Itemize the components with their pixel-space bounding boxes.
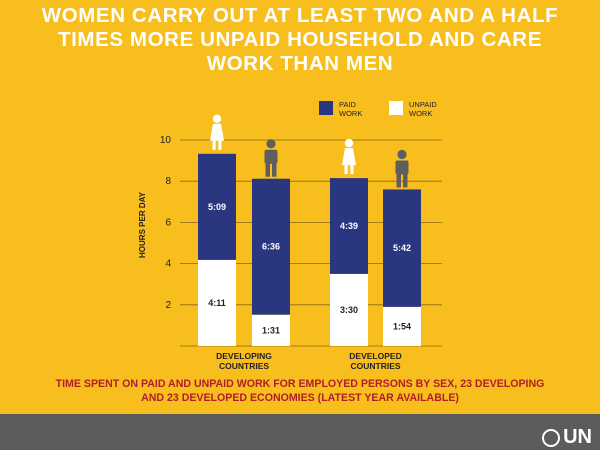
title-line-3: WORK THAN MEN	[206, 52, 394, 75]
footer-bar: UN	[0, 414, 600, 450]
group-label-line-1: DEVELOPING	[216, 351, 272, 361]
data-label-paid: 6:36	[262, 242, 280, 252]
woman-icon	[342, 138, 356, 175]
data-label-unpaid: 1:31	[262, 325, 280, 335]
data-label-paid: 5:09	[208, 202, 226, 212]
bar-segment-paid-women	[330, 178, 368, 274]
bar-segment-paid-women	[198, 153, 236, 260]
y-axis-label: HOURS PER DAY	[138, 191, 147, 258]
bar-segment-unpaid-women	[330, 273, 368, 346]
bar-segment-paid-men	[383, 189, 421, 307]
legend-label-line-2: WORK	[339, 109, 362, 118]
y-tick-label: 4	[165, 259, 171, 270]
legend-swatch-paid	[319, 101, 333, 115]
y-tick-label: 2	[165, 300, 171, 311]
bar-segment-unpaid-men	[252, 314, 290, 346]
man-icon	[264, 139, 278, 177]
woman-icon	[210, 114, 224, 150]
chart-caption: TIME SPENT ON PAID AND UNPAID WORK FOR E…	[40, 377, 560, 405]
bar-segment-unpaid-women	[198, 259, 236, 346]
bar-segment-unpaid-men	[383, 306, 421, 346]
group-label-line-1: DEVELOPED	[349, 351, 401, 361]
y-tick-label: 8	[165, 176, 171, 187]
group-label-line-2: COUNTRIES	[219, 361, 269, 371]
man-icon	[395, 149, 409, 188]
title-line-2: TIMES MORE UNPAID HOUSEHOLD AND CARE	[57, 28, 542, 51]
bar-segment-paid-men	[252, 178, 290, 315]
group-label-line-2: COUNTRIES	[350, 361, 400, 371]
data-label-paid: 5:42	[393, 243, 411, 253]
caption-line-2: AND 23 DEVELOPED ECONOMIES (LATEST YEAR …	[141, 392, 459, 404]
y-tick-label: 10	[160, 135, 172, 146]
data-label-unpaid: 3:30	[340, 305, 358, 315]
title-line-1: WOMEN CARRY OUT AT LEAST TWO AND A HALF	[41, 4, 559, 27]
legend-label-line-1: UNPAID	[409, 100, 437, 109]
logo-wordmark: UN	[563, 426, 592, 448]
un-women-logo: UN	[542, 426, 592, 449]
legend-label-line-1: PAID	[339, 100, 357, 109]
data-label-unpaid: 1:54	[393, 321, 411, 331]
data-label-unpaid: 4:11	[208, 298, 226, 308]
un-emblem-icon	[542, 428, 561, 447]
y-tick-label: 6	[165, 217, 171, 228]
caption-line-1: TIME SPENT ON PAID AND UNPAID WORK FOR E…	[55, 378, 545, 390]
legend-label-line-2: WORK	[409, 109, 432, 118]
chart-title: WOMEN CARRY OUT AT LEAST TWO AND A HALF …	[0, 4, 600, 76]
legend-swatch-unpaid	[389, 101, 403, 115]
stacked-bar-chart: 2 4 6 8 10 HOURS PER DAY 5:09 4:11 6:36 1:31 DEVEL…	[138, 100, 442, 371]
data-label-paid: 4:39	[340, 221, 358, 231]
